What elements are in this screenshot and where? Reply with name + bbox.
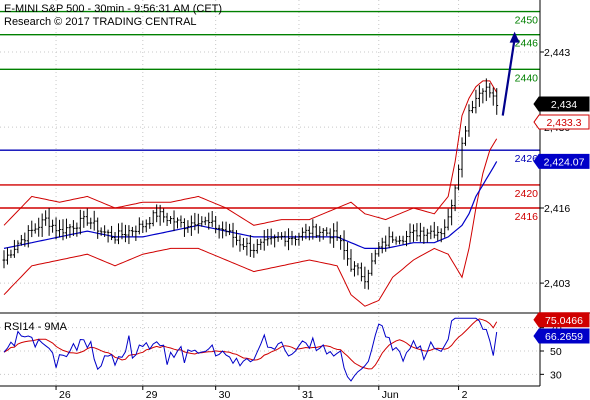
support-resistance-lines: 2450 2446 2440 2426 2420 2416 bbox=[0, 10, 540, 223]
rsi-tag-rsi-box bbox=[533, 328, 590, 344]
x-tick-label: Jun bbox=[382, 389, 399, 400]
price-tag-last-text: 2,434 bbox=[551, 99, 577, 111]
rsi-tag-rsi_ma-text: 75.0466 bbox=[545, 315, 583, 327]
rsi-tag-rsi: 66.2659 bbox=[533, 328, 590, 344]
forecast-arrow bbox=[501, 31, 520, 116]
rsi-label: RSI14 - 9MA bbox=[4, 321, 68, 333]
chart-title: E-MINI S&P 500 - 30min - 9:56:31 AM (CET… bbox=[4, 3, 222, 15]
level-label-2420: 2420 bbox=[515, 188, 539, 200]
price-tag-moving_average-box bbox=[533, 153, 590, 169]
x-tick-label: 29 bbox=[146, 389, 158, 400]
rsi-ma-line bbox=[3, 318, 498, 370]
price-tag-last: 2,434 bbox=[533, 96, 590, 112]
level-label-2450: 2450 bbox=[515, 15, 539, 27]
level-label-2446: 2446 bbox=[515, 38, 539, 50]
rsi-series bbox=[3, 317, 498, 382]
forecast-arrow-head bbox=[509, 31, 520, 43]
x-tick-label: 30 bbox=[219, 389, 231, 400]
rsi-tick-label: 30 bbox=[550, 369, 562, 381]
price-tag-moving_average-text: 2,424.07 bbox=[544, 156, 585, 168]
price-tag-upper_band-text: 2,433.3 bbox=[546, 117, 581, 129]
y-tick-label: 2,443 bbox=[544, 47, 570, 59]
y-tick-label: 2,416 bbox=[544, 203, 570, 215]
x-tick-label: 31 bbox=[302, 389, 314, 400]
rsi-tag-rsi_ma: 75.0466 bbox=[533, 312, 590, 328]
x-tick-label: 26 bbox=[59, 389, 71, 400]
research-credit: Research © 2017 TRADING CENTRAL bbox=[4, 16, 197, 28]
price-tag-moving_average: 2,424.07 bbox=[533, 153, 590, 169]
forecast-arrow-shaft bbox=[501, 38, 516, 116]
y-tick-label: 2,403 bbox=[544, 278, 570, 290]
level-label-2416: 2416 bbox=[515, 211, 539, 223]
level-label-2440: 2440 bbox=[515, 72, 539, 84]
x-tick-label: 2 bbox=[462, 389, 468, 400]
rsi-tick-label: 50 bbox=[550, 346, 562, 358]
bollinger-lower-line bbox=[3, 138, 498, 307]
rsi-tag-rsi-text: 66.2659 bbox=[545, 331, 583, 343]
bollinger-upper-line bbox=[3, 80, 498, 226]
axis-labels: 26293031Jun22,4032,4162,4302,4433050702,… bbox=[59, 47, 590, 400]
price-tag-upper_band-box bbox=[533, 114, 590, 130]
price-tag-last-box bbox=[533, 96, 590, 112]
level-label-2426: 2426 bbox=[515, 153, 539, 165]
grid-lines bbox=[0, 0, 544, 390]
price-tag-upper_band: 2,433.3 bbox=[533, 114, 590, 130]
price-series bbox=[2, 78, 499, 307]
rsi-tag-rsi_ma-box bbox=[533, 312, 590, 328]
rsi-line bbox=[3, 317, 498, 382]
